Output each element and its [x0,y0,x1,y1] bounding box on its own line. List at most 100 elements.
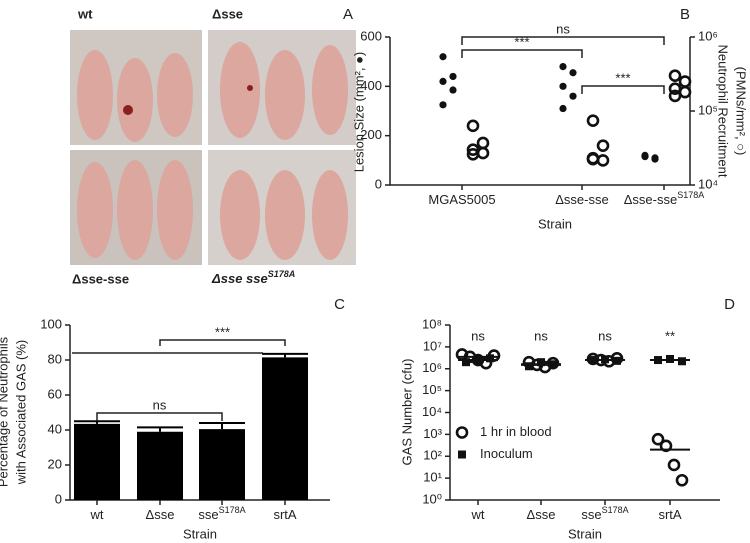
y-axis-title: Lesion Size (mm², ●) [351,52,366,173]
caption: Δsse sseS178A [211,269,295,286]
x-axis-title: Strain [538,216,572,231]
y-tick-label: 40 [48,421,62,436]
x-tick-label: sseS178A [581,505,628,522]
point [659,439,673,453]
point [486,354,494,363]
y-tick-label: 80 [48,351,62,366]
bar [74,423,120,500]
point [466,119,480,133]
x-tick-label-base: Δsse-sse [555,192,608,207]
point [668,89,682,103]
x-axis-title: Strain [183,526,217,541]
y-tick-label: 10⁰ [422,491,442,506]
point [675,473,689,487]
x-tick-label-base: srtA [273,507,296,522]
x-tick-label-sup: S178A [602,505,629,515]
bar [199,429,245,500]
y-tick-label: 600 [360,28,382,43]
x-tick-label: Δsse-sseS178A [624,190,705,207]
point [559,104,567,113]
x-tick-label: srtA [273,507,296,522]
panel-a: A wt Δsse Δsse-sse Δsse sseS178A [70,6,356,286]
point [651,155,659,163]
y-axis-title: with Associated GAS (%) [13,340,28,486]
x-tick-label-base: Δsse [146,507,175,522]
point [569,92,577,100]
point [466,147,480,161]
point [559,63,567,71]
x-tick-label-base: srtA [658,507,681,522]
x-tick-label-base: sse [198,507,218,522]
x-tick-label-base: wt [471,507,485,522]
annotation: ns [153,397,167,412]
y2-axis-title: (PMNs/mm², ○) [734,67,749,156]
point [596,139,610,152]
bar [137,431,183,500]
y-tick-label: 0 [375,176,382,191]
y-tick-label: 10⁶ [422,360,442,375]
x-tick-label: Δsse [146,507,175,522]
point [537,358,545,367]
bracket [461,49,583,58]
point [666,354,674,363]
x-tick-label-base: sse [581,507,601,522]
panel-label: D [724,296,735,313]
y-tick-label: 200 [360,127,382,142]
annotation: *** [215,324,230,339]
point [678,85,692,99]
x-tick-label-base: wt [90,507,104,522]
y-tick-label: 0 [55,491,62,506]
annotation: ns [471,328,485,343]
y-tick-label: 10³ [423,426,442,441]
point [678,357,686,366]
y-axis-title: GAS Number (cfu) [399,359,414,466]
x-tick-label-base: MGAS5005 [428,192,495,207]
point [667,458,681,472]
mice [77,42,348,260]
y2-tick-label: 10⁵ [698,102,718,117]
point [476,146,490,160]
y2-tick-label: 10⁶ [698,28,718,43]
y-tick-label: 10⁴ [422,404,442,419]
x-tick-label-base: Δsse-sse [624,192,677,207]
point [476,136,490,150]
legend-label: 1 hr in blood [480,424,552,439]
point [439,101,447,109]
y-tick-label: 10⁷ [423,338,442,353]
panel-label: A [343,6,353,23]
legend-marker [458,450,466,459]
x-tick-label: wt [471,507,485,522]
annotation: ns [556,21,570,36]
bracket [96,412,223,421]
x-tick-label-sup: S178A [219,505,246,515]
point [559,82,567,90]
panel-label: B [680,6,690,23]
x-tick-label: Δsse-sse [555,192,608,207]
y2-axis-title: Neutrophil Recruitment [716,45,731,178]
x-axis-title: Strain [568,526,602,541]
annotation: ns [534,328,548,343]
x-tick-label: srtA [658,507,681,522]
y-tick-label: 10⁵ [422,382,442,397]
y2-tick-label: 10⁴ [698,176,718,191]
point [569,69,577,77]
error-bar [74,420,120,424]
caption: Δsse [212,6,243,21]
point [651,432,665,446]
bracket [461,36,665,45]
point [439,53,447,61]
error-bar [262,352,308,358]
legend-label: Inoculum [480,446,533,461]
axis [389,37,690,186]
caption: Δsse-sse [72,271,129,286]
y-tick-label: 60 [48,386,62,401]
annotation: *** [615,70,630,85]
y-tick-label: 400 [360,78,382,93]
annotation: *** [514,34,529,49]
point [525,362,533,371]
point [449,86,457,94]
point [586,152,600,166]
caption: wt [77,6,93,21]
x-tick-label-sup: S178A [677,190,704,200]
